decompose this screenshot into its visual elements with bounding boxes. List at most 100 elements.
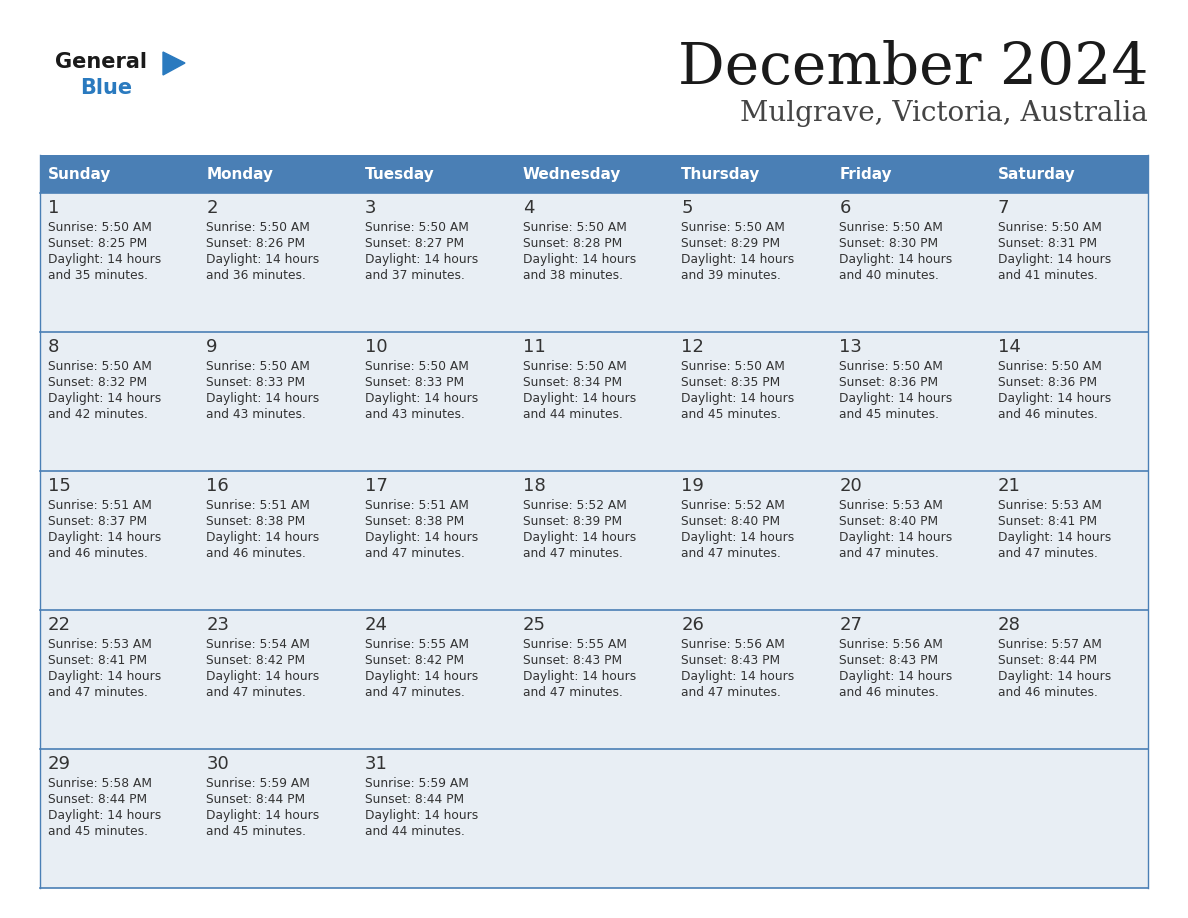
Text: Sunset: 8:27 PM: Sunset: 8:27 PM bbox=[365, 237, 463, 250]
Text: and 42 minutes.: and 42 minutes. bbox=[48, 408, 147, 421]
Bar bbox=[990, 471, 1148, 610]
Text: Sunset: 8:43 PM: Sunset: 8:43 PM bbox=[840, 654, 939, 667]
Text: Sunset: 8:44 PM: Sunset: 8:44 PM bbox=[998, 654, 1097, 667]
Text: Daylight: 14 hours: Daylight: 14 hours bbox=[840, 253, 953, 266]
Text: Sunset: 8:30 PM: Sunset: 8:30 PM bbox=[840, 237, 939, 250]
Text: 7: 7 bbox=[998, 199, 1010, 217]
Text: Friday: Friday bbox=[840, 166, 892, 182]
Text: Daylight: 14 hours: Daylight: 14 hours bbox=[681, 392, 795, 405]
Text: 22: 22 bbox=[48, 616, 71, 634]
Text: Daylight: 14 hours: Daylight: 14 hours bbox=[365, 392, 478, 405]
Text: Daylight: 14 hours: Daylight: 14 hours bbox=[48, 392, 162, 405]
Bar bbox=[990, 749, 1148, 888]
Bar bbox=[990, 193, 1148, 332]
Text: and 35 minutes.: and 35 minutes. bbox=[48, 269, 148, 282]
Text: and 46 minutes.: and 46 minutes. bbox=[998, 686, 1098, 699]
Text: Sunset: 8:40 PM: Sunset: 8:40 PM bbox=[681, 515, 781, 528]
Text: Sunrise: 5:51 AM: Sunrise: 5:51 AM bbox=[365, 499, 468, 512]
Text: Mulgrave, Victoria, Australia: Mulgrave, Victoria, Australia bbox=[740, 100, 1148, 127]
Text: December 2024: December 2024 bbox=[677, 40, 1148, 96]
Text: Daylight: 14 hours: Daylight: 14 hours bbox=[365, 670, 478, 683]
Bar bbox=[40, 193, 198, 332]
Bar bbox=[514, 155, 674, 193]
Text: and 43 minutes.: and 43 minutes. bbox=[207, 408, 307, 421]
Bar bbox=[514, 332, 674, 471]
Text: Daylight: 14 hours: Daylight: 14 hours bbox=[840, 670, 953, 683]
Bar bbox=[198, 749, 356, 888]
Text: and 36 minutes.: and 36 minutes. bbox=[207, 269, 307, 282]
Text: Daylight: 14 hours: Daylight: 14 hours bbox=[365, 809, 478, 822]
Text: Daylight: 14 hours: Daylight: 14 hours bbox=[681, 253, 795, 266]
Text: and 46 minutes.: and 46 minutes. bbox=[48, 547, 147, 560]
Text: Sunset: 8:43 PM: Sunset: 8:43 PM bbox=[523, 654, 623, 667]
Text: 24: 24 bbox=[365, 616, 387, 634]
Bar bbox=[832, 155, 990, 193]
Text: Sunrise: 5:50 AM: Sunrise: 5:50 AM bbox=[998, 360, 1101, 373]
Text: Sunset: 8:44 PM: Sunset: 8:44 PM bbox=[207, 793, 305, 806]
Text: General: General bbox=[55, 52, 147, 72]
Text: and 39 minutes.: and 39 minutes. bbox=[681, 269, 781, 282]
Text: Sunrise: 5:57 AM: Sunrise: 5:57 AM bbox=[998, 638, 1101, 651]
Bar bbox=[832, 471, 990, 610]
Text: 26: 26 bbox=[681, 616, 704, 634]
Text: Sunrise: 5:50 AM: Sunrise: 5:50 AM bbox=[523, 221, 627, 234]
Text: Thursday: Thursday bbox=[681, 166, 760, 182]
Text: and 44 minutes.: and 44 minutes. bbox=[365, 825, 465, 838]
Text: and 44 minutes.: and 44 minutes. bbox=[523, 408, 623, 421]
Bar bbox=[356, 155, 514, 193]
Text: Daylight: 14 hours: Daylight: 14 hours bbox=[48, 809, 162, 822]
Text: Daylight: 14 hours: Daylight: 14 hours bbox=[681, 531, 795, 544]
Bar bbox=[832, 610, 990, 749]
Text: 31: 31 bbox=[365, 755, 387, 773]
Text: Sunset: 8:29 PM: Sunset: 8:29 PM bbox=[681, 237, 781, 250]
Text: and 47 minutes.: and 47 minutes. bbox=[998, 547, 1098, 560]
Text: Sunrise: 5:52 AM: Sunrise: 5:52 AM bbox=[681, 499, 785, 512]
Text: Sunset: 8:39 PM: Sunset: 8:39 PM bbox=[523, 515, 623, 528]
Text: Daylight: 14 hours: Daylight: 14 hours bbox=[998, 670, 1111, 683]
Text: Sunrise: 5:50 AM: Sunrise: 5:50 AM bbox=[681, 221, 785, 234]
Text: Daylight: 14 hours: Daylight: 14 hours bbox=[998, 253, 1111, 266]
Text: Daylight: 14 hours: Daylight: 14 hours bbox=[48, 531, 162, 544]
Text: Sunset: 8:36 PM: Sunset: 8:36 PM bbox=[840, 376, 939, 389]
Text: Sunset: 8:35 PM: Sunset: 8:35 PM bbox=[681, 376, 781, 389]
Text: Sunrise: 5:56 AM: Sunrise: 5:56 AM bbox=[840, 638, 943, 651]
Text: and 47 minutes.: and 47 minutes. bbox=[365, 686, 465, 699]
Text: Sunset: 8:40 PM: Sunset: 8:40 PM bbox=[840, 515, 939, 528]
Text: and 47 minutes.: and 47 minutes. bbox=[681, 547, 781, 560]
Bar bbox=[40, 471, 198, 610]
Text: Sunset: 8:25 PM: Sunset: 8:25 PM bbox=[48, 237, 147, 250]
Text: 2: 2 bbox=[207, 199, 217, 217]
Text: 17: 17 bbox=[365, 477, 387, 495]
Text: Sunrise: 5:55 AM: Sunrise: 5:55 AM bbox=[365, 638, 468, 651]
Text: 12: 12 bbox=[681, 338, 704, 356]
Text: Sunset: 8:36 PM: Sunset: 8:36 PM bbox=[998, 376, 1097, 389]
Text: Wednesday: Wednesday bbox=[523, 166, 621, 182]
Text: and 45 minutes.: and 45 minutes. bbox=[681, 408, 782, 421]
Text: 1: 1 bbox=[48, 199, 59, 217]
Text: Daylight: 14 hours: Daylight: 14 hours bbox=[207, 531, 320, 544]
Bar bbox=[832, 332, 990, 471]
Text: Sunrise: 5:50 AM: Sunrise: 5:50 AM bbox=[207, 221, 310, 234]
Text: Daylight: 14 hours: Daylight: 14 hours bbox=[48, 253, 162, 266]
Text: 14: 14 bbox=[998, 338, 1020, 356]
Text: Sunrise: 5:51 AM: Sunrise: 5:51 AM bbox=[207, 499, 310, 512]
Text: Daylight: 14 hours: Daylight: 14 hours bbox=[523, 392, 636, 405]
Text: Sunset: 8:33 PM: Sunset: 8:33 PM bbox=[207, 376, 305, 389]
Bar bbox=[514, 749, 674, 888]
Bar bbox=[832, 749, 990, 888]
Text: 8: 8 bbox=[48, 338, 59, 356]
Text: 28: 28 bbox=[998, 616, 1020, 634]
Text: Daylight: 14 hours: Daylight: 14 hours bbox=[840, 531, 953, 544]
Text: Sunrise: 5:50 AM: Sunrise: 5:50 AM bbox=[998, 221, 1101, 234]
Text: Sunrise: 5:55 AM: Sunrise: 5:55 AM bbox=[523, 638, 627, 651]
Text: and 45 minutes.: and 45 minutes. bbox=[48, 825, 148, 838]
Text: and 41 minutes.: and 41 minutes. bbox=[998, 269, 1098, 282]
Bar bbox=[198, 332, 356, 471]
Text: Sunset: 8:43 PM: Sunset: 8:43 PM bbox=[681, 654, 781, 667]
Text: Sunset: 8:37 PM: Sunset: 8:37 PM bbox=[48, 515, 147, 528]
Text: and 45 minutes.: and 45 minutes. bbox=[207, 825, 307, 838]
Text: Sunrise: 5:50 AM: Sunrise: 5:50 AM bbox=[840, 221, 943, 234]
Text: Sunset: 8:41 PM: Sunset: 8:41 PM bbox=[48, 654, 147, 667]
Bar bbox=[356, 193, 514, 332]
Text: Daylight: 14 hours: Daylight: 14 hours bbox=[207, 809, 320, 822]
